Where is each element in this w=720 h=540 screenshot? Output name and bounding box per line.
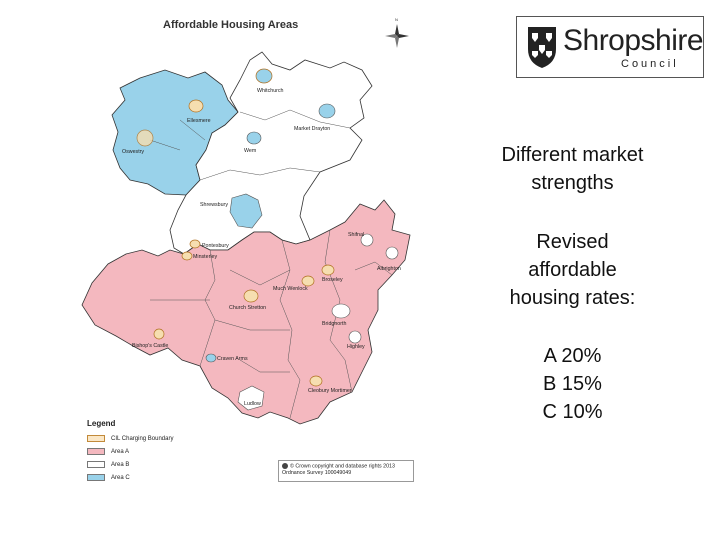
- town-label: Highley: [347, 344, 365, 350]
- legend-item-area-a: Area A: [87, 448, 129, 455]
- town-label: Bridgnorth: [322, 321, 346, 327]
- area-b-region: [169, 51, 373, 255]
- town-label: Ludlow: [244, 401, 261, 407]
- legend-label: Area B: [111, 461, 130, 468]
- town-label: Broseley: [322, 277, 343, 283]
- town-label: Church Stretton: [229, 305, 266, 311]
- legend-swatch: [87, 435, 105, 442]
- logo-wordmark: Shropshire: [563, 24, 704, 57]
- town-label: Market Drayton: [294, 126, 330, 132]
- heading-line-1: Different market: [501, 144, 644, 166]
- town-label: Whitchurch: [257, 88, 284, 94]
- rates-line-1: Revised: [536, 231, 609, 253]
- town-label: Much Wenlock: [273, 286, 308, 292]
- shropshire-map: Whitchurch Ellesmere Market Drayton Wem …: [81, 17, 411, 425]
- legend-swatch: [87, 448, 105, 455]
- heading-line-2: strengths: [531, 172, 614, 194]
- legend-swatch: [87, 474, 105, 481]
- town-label: Shifnal: [348, 232, 364, 238]
- ordnance-survey-icon: [282, 463, 288, 469]
- rate-area-b: B 15%: [543, 373, 602, 395]
- town-label: Wem: [244, 148, 257, 154]
- map-panel: Affordable Housing Areas: [81, 17, 414, 487]
- legend-label: Area A: [111, 448, 130, 455]
- copyright-box: © Crown copyright and database rights 20…: [278, 460, 414, 482]
- council-logo: Shropshire Council: [516, 16, 704, 78]
- logo-subtitle: Council: [621, 58, 679, 70]
- council-shield-icon: [528, 27, 556, 68]
- rates-line-3: housing rates:: [509, 287, 636, 309]
- legend-item-area-b: Area B: [87, 461, 129, 468]
- north-arrow-icon: N: [385, 17, 409, 48]
- town-label: Cleobury Mortimer: [308, 388, 352, 394]
- legend-label: CIL Charging Boundary: [111, 435, 174, 442]
- legend-title: Legend: [87, 419, 116, 428]
- town-label: Bishop's Castle: [132, 343, 168, 349]
- legend-label: Area C: [111, 474, 130, 481]
- town-label: Ellesmere: [187, 118, 211, 124]
- rate-area-a: A 20%: [543, 345, 602, 367]
- copyright-line-1: © Crown copyright and database rights 20…: [290, 463, 395, 470]
- town-label: Oswestry: [122, 149, 144, 155]
- copyright-line-2: Ordnance Survey 100049049: [282, 470, 352, 477]
- town-label: Albrighton: [377, 266, 401, 272]
- town-label: Craven Arms: [217, 356, 248, 362]
- town-label: Shrewsbury: [200, 202, 228, 208]
- town-label: Pontesbury: [202, 243, 229, 249]
- town-label: Minsterley: [193, 254, 217, 260]
- map-legend: Legend CIL Charging Boundary Area A Area…: [83, 415, 276, 487]
- rate-area-c: C 10%: [542, 401, 603, 423]
- map-title: Affordable Housing Areas: [163, 19, 299, 31]
- legend-item-cil: CIL Charging Boundary: [87, 435, 173, 442]
- legend-swatch: [87, 461, 105, 468]
- svg-text:N: N: [395, 17, 398, 22]
- rates-line-2: affordable: [528, 259, 617, 281]
- legend-item-area-c: Area C: [87, 474, 130, 481]
